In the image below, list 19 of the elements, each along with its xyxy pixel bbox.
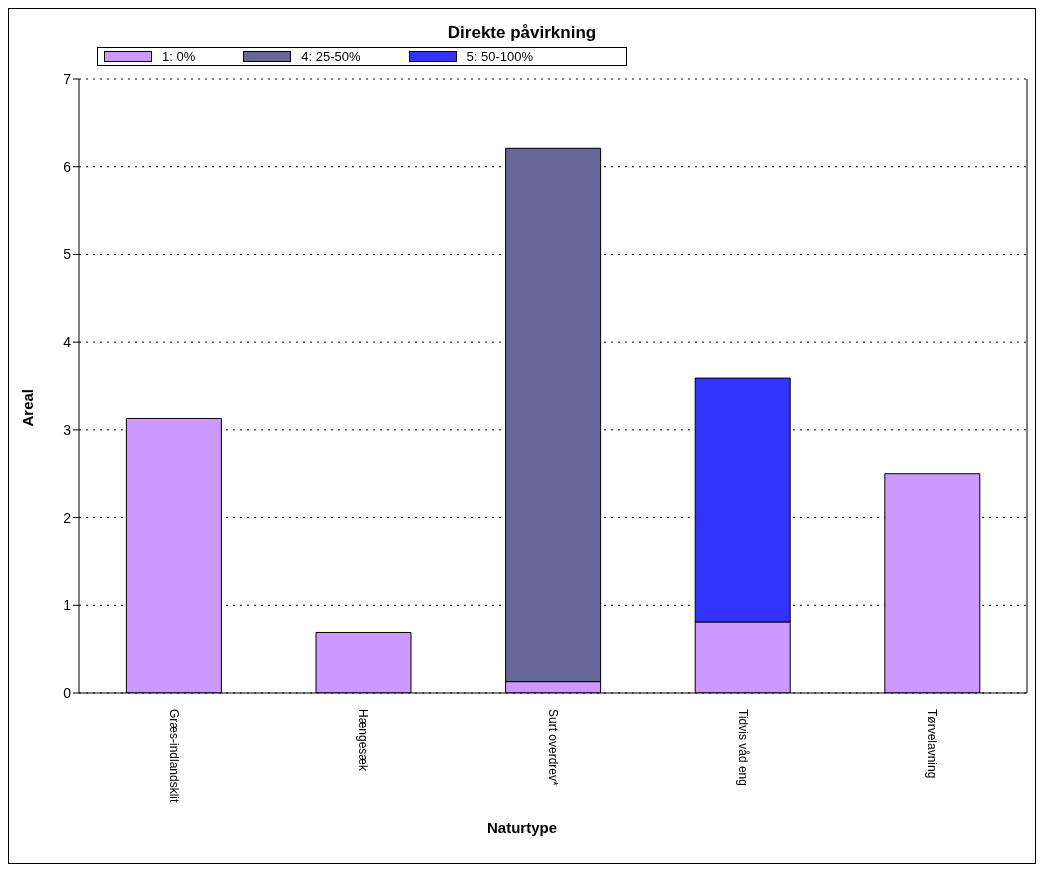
x-tick-label: Surt overdrev* <box>546 709 560 787</box>
y-tick-label: 0 <box>63 684 72 701</box>
x-tick-label: Tidvis våd eng <box>735 709 750 786</box>
y-tick-label: 3 <box>63 421 72 438</box>
legend-label: 1: 0% <box>162 49 196 64</box>
x-tick-label: Græs-indlandsklit <box>166 709 181 804</box>
y-axis-title: Areal <box>19 389 36 427</box>
y-tick-label: 6 <box>63 158 72 175</box>
y-tick-label: 5 <box>63 246 72 263</box>
x-tick-label: Tørvelavning <box>925 709 940 779</box>
legend-label: 5: 50-100% <box>466 49 534 64</box>
y-tick-label: 4 <box>63 334 72 351</box>
chart-title: Direkte påvirkning <box>446 23 598 44</box>
y-tick-label: 7 <box>63 70 72 87</box>
y-tick-label: 2 <box>63 509 72 526</box>
y-tick-label: 1 <box>63 597 72 614</box>
x-axis-title: Naturtype <box>486 819 558 836</box>
x-tick-label: Hængesæk <box>356 709 371 773</box>
legend-label: 4: 25-50% <box>301 49 361 64</box>
